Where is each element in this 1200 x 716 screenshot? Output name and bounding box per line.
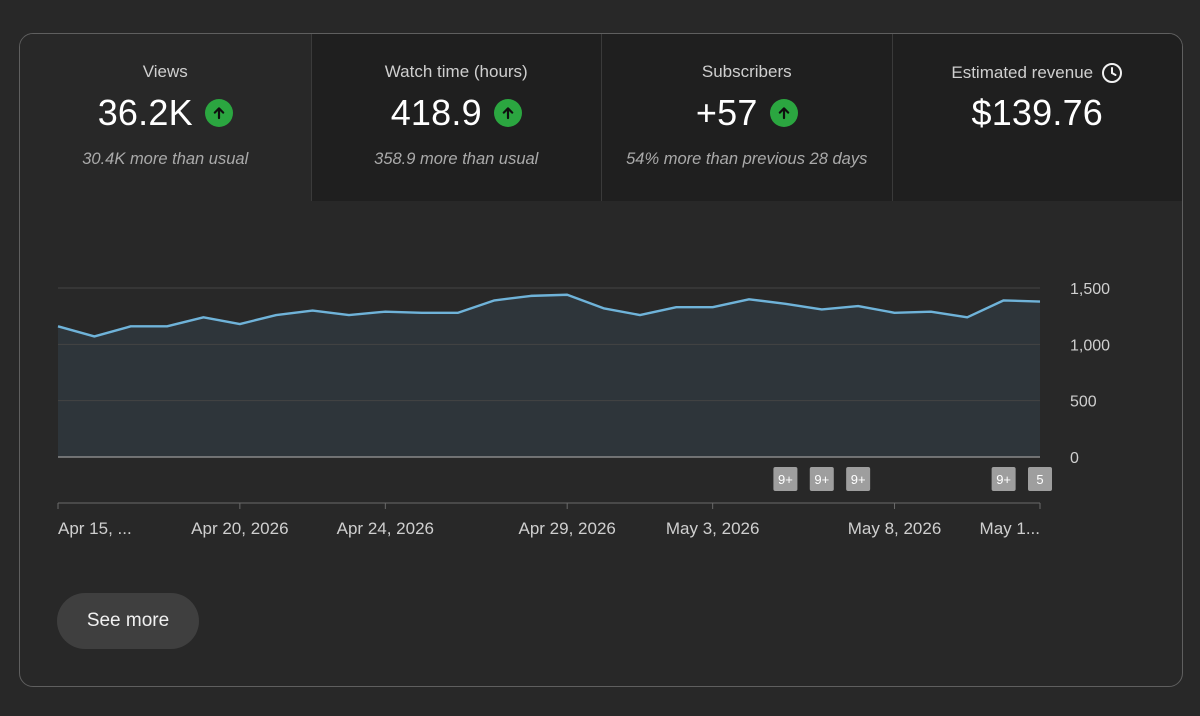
y-tick-label: 1,500 — [1070, 281, 1110, 298]
clock-icon[interactable] — [1101, 62, 1123, 84]
event-badge[interactable]: 9+ — [991, 467, 1016, 491]
metric-watch-time-label-row: Watch time (hours) — [312, 62, 602, 82]
event-badge-label: 5 — [1036, 472, 1043, 487]
x-tick-label: Apr 15, ... — [58, 519, 132, 538]
x-tick-label: May 8, 2026 — [848, 519, 942, 538]
event-badge-label: 9+ — [778, 472, 793, 487]
event-badge-box — [773, 467, 798, 491]
metric-watch-time-value-row: 418.9 — [312, 92, 602, 134]
event-badge-box — [1028, 467, 1052, 491]
metric-views-label: Views — [142, 62, 188, 81]
metric-views-value: 36.2K — [97, 92, 193, 133]
event-badge[interactable]: 9+ — [773, 467, 798, 491]
metric-views-label-row: Views — [20, 62, 311, 82]
event-badge-box — [846, 467, 871, 491]
metrics-row: Views 36.2K 30.4K more than usual Watch … — [20, 34, 1182, 201]
metric-revenue-label: Estimated revenue — [951, 63, 1094, 82]
see-more-button[interactable]: See more — [57, 593, 199, 649]
arrow-up-icon — [769, 99, 798, 127]
metric-subscribers[interactable]: Subscribers +57 54% more than previous 2… — [601, 34, 892, 201]
metric-revenue-label-row: Estimated revenue — [893, 62, 1183, 84]
metric-subscribers-label: Subscribers — [701, 62, 792, 81]
views-line — [57, 293, 1041, 338]
x-tick-label: Apr 29, 2026 — [519, 519, 616, 538]
metric-subscribers-sub: 54% more than previous 28 days — [626, 150, 868, 168]
event-badge-label: 9+ — [851, 472, 866, 487]
event-badge-label: 9+ — [996, 472, 1011, 487]
views-area — [58, 294, 1040, 457]
x-tick-label: Apr 24, 2026 — [337, 519, 434, 538]
metric-revenue-value-row: $139.76 — [893, 92, 1183, 134]
y-tick-label: 0 — [1070, 450, 1079, 467]
metric-views-sub: 30.4K more than usual — [82, 150, 249, 168]
metric-watch-time-sub: 358.9 more than usual — [374, 150, 539, 168]
event-badge-label: 9+ — [814, 472, 829, 487]
views-chart[interactable]: 0 500 1,000 1,500 9+ 9+ 9+ 9+ 5 Apr 15, ... Apr 20… — [20, 201, 1183, 561]
metric-watch-time-value: 418.9 — [390, 92, 482, 133]
metric-subscribers-value-row: +57 — [602, 92, 892, 134]
event-badge[interactable]: 5 — [1028, 467, 1052, 491]
arrow-up-icon — [493, 99, 522, 127]
metric-revenue-value: $139.76 — [971, 92, 1104, 133]
x-tick-label: May 1... — [980, 519, 1040, 538]
event-badge-box — [991, 467, 1016, 491]
analytics-card: Views 36.2K 30.4K more than usual Watch … — [19, 33, 1183, 687]
event-badge[interactable]: 9+ — [846, 467, 871, 491]
metric-views[interactable]: Views 36.2K 30.4K more than usual — [20, 34, 311, 201]
metric-views-value-row: 36.2K — [20, 92, 311, 134]
metric-subscribers-label-row: Subscribers — [602, 62, 892, 82]
arrow-up-icon — [204, 99, 233, 127]
y-tick-label: 500 — [1070, 394, 1097, 411]
metric-watch-time-label: Watch time (hours) — [384, 62, 528, 81]
metric-revenue[interactable]: Estimated revenue $139.76 — [891, 34, 1183, 201]
x-tick-label: Apr 20, 2026 — [191, 519, 288, 538]
x-tick-label: May 3, 2026 — [666, 519, 760, 538]
metric-watch-time[interactable]: Watch time (hours) 418.9 358.9 more than… — [310, 34, 602, 201]
metric-subscribers-value: +57 — [695, 92, 758, 133]
views-chart-container: 0 500 1,000 1,500 9+ 9+ 9+ 9+ 5 Apr 15, ... Apr 20… — [20, 201, 1182, 561]
event-badge[interactable]: 9+ — [809, 467, 834, 491]
y-tick-label: 1,000 — [1070, 337, 1110, 354]
event-badge-box — [809, 467, 834, 491]
